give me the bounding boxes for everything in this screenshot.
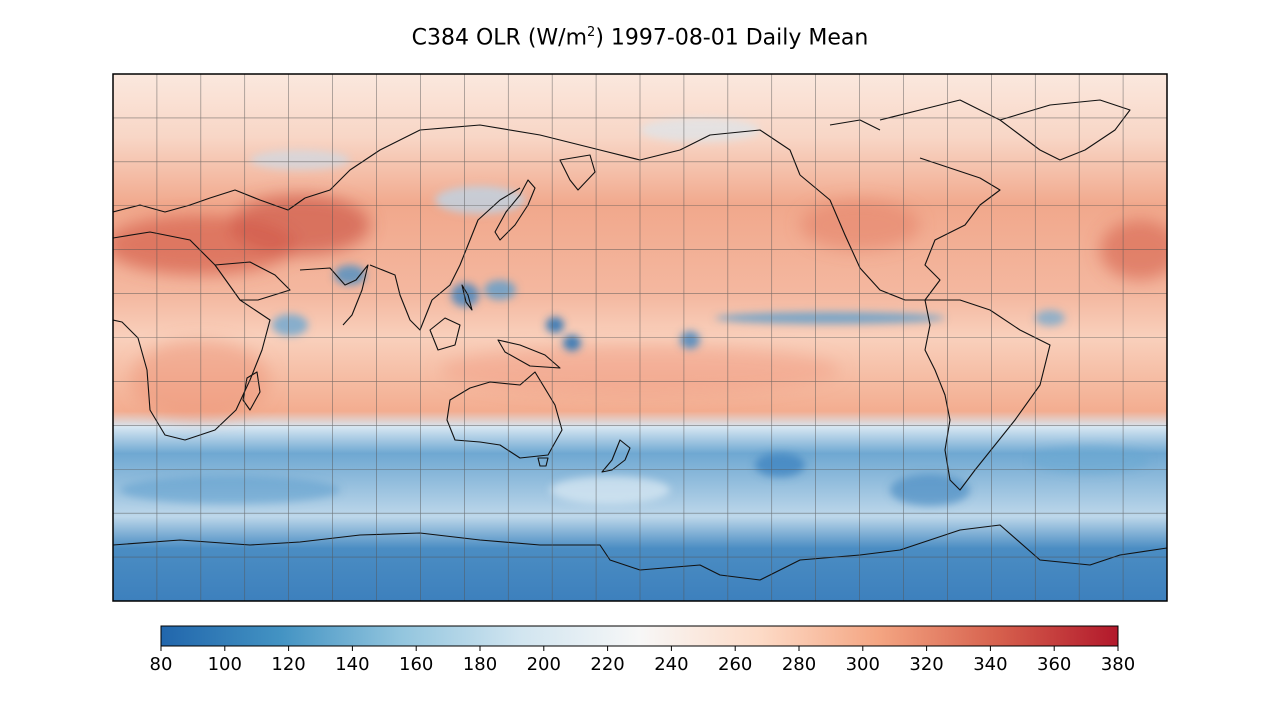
coastline-philippines — [461, 284, 473, 311]
gridlines — [113, 74, 1167, 601]
colorbar-tick-label: 340 — [973, 654, 1007, 675]
coastline-antarctica — [113, 524, 1167, 581]
colorbar-tick-label: 240 — [654, 654, 688, 675]
colorbar-tick-label: 280 — [782, 654, 816, 675]
title-superscript: 2 — [587, 25, 596, 40]
coastline-greenland — [999, 99, 1131, 161]
coastline-tasmania — [537, 457, 549, 467]
colorbar-ticks: 80 100 120 140 160 180 200 220 240 260 280 300 320 34… — [150, 646, 1135, 675]
title-suffix: ) 1997-08-01 Daily Mean — [595, 25, 869, 51]
colorbar-tick-label: 300 — [846, 654, 880, 675]
colorbar-tick-label: 260 — [718, 654, 752, 675]
coastline-siberia — [304, 124, 681, 199]
title-prefix: C384 OLR (W/m — [411, 25, 588, 51]
coastline-australia — [446, 371, 563, 459]
coastline-se-asia — [369, 187, 521, 331]
colorbar-tick-label: 160 — [399, 654, 433, 675]
coastline-borneo — [429, 317, 461, 351]
coastline-africa — [113, 231, 271, 441]
coastline-alaska — [679, 129, 801, 176]
colorbar-tick-label: 220 — [590, 654, 624, 675]
colorbar-tick-label: 100 — [208, 654, 242, 675]
coastline-new-guinea — [497, 339, 561, 369]
map-frame — [112, 73, 1168, 602]
colorbar-tick-label: 120 — [271, 654, 305, 675]
coastlines — [113, 99, 1167, 581]
colorbar-tick-label: 380 — [1101, 654, 1135, 675]
colorbar-tick-label: 200 — [527, 654, 561, 675]
coastline-japan — [494, 179, 536, 241]
coastline-kamchatka — [559, 154, 596, 191]
coastline-arabia — [214, 261, 291, 301]
colorbar-tick-label: 360 — [1037, 654, 1071, 675]
coastline-arctic-islands — [829, 99, 1001, 131]
colorbar-tick-label: 320 — [909, 654, 943, 675]
colorbar-tick-label: 140 — [335, 654, 369, 675]
coastline-europe — [113, 189, 306, 213]
map-title: C384 OLR (W/m2) 1997-08-01 Daily Mean — [0, 18, 1280, 53]
coastline-north-america — [799, 157, 1001, 301]
colorbar-fill — [160, 625, 1119, 647]
coastline-south-america — [924, 299, 1051, 491]
colorbar-tick-label: 180 — [463, 654, 497, 675]
coastline-new-zealand — [601, 439, 631, 473]
coastline-madagascar — [242, 371, 261, 411]
colorbar-tick-label: 80 — [150, 654, 173, 675]
